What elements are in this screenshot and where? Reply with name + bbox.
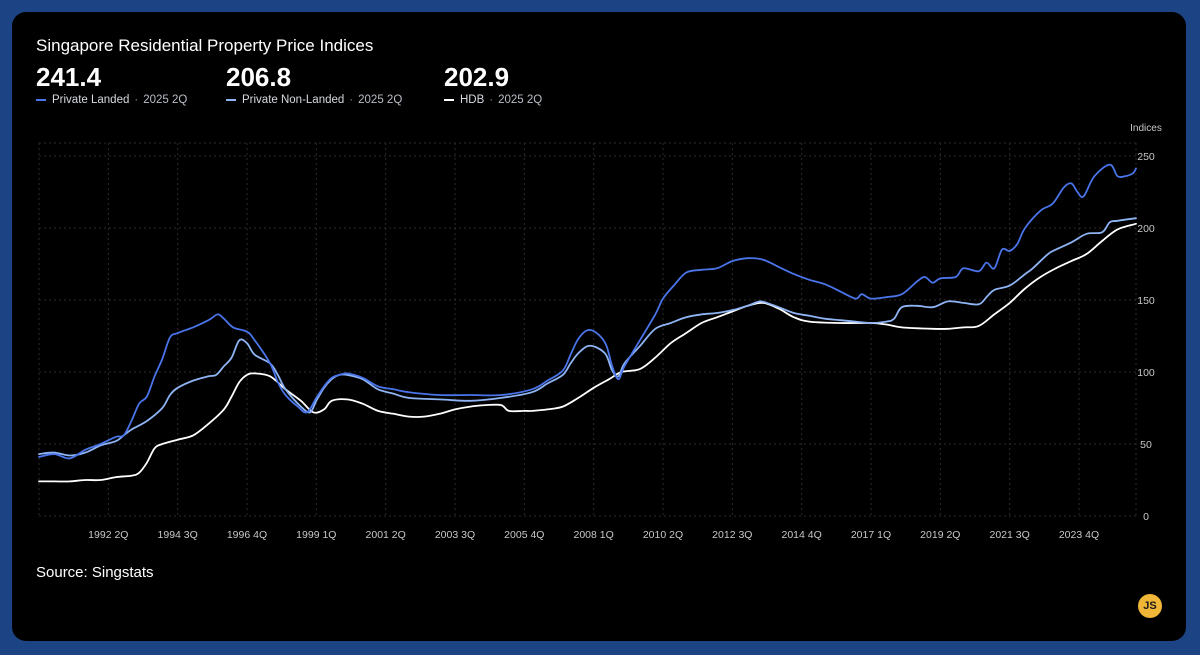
source-note: Source: Singstats [36, 564, 154, 581]
stat-legend: Private Landed · 2025 2Q [36, 94, 187, 106]
x-tick-label: 2008 1Q [574, 529, 614, 541]
stat-private-landed: 241.4 Private Landed · 2025 2Q [36, 62, 187, 106]
separator-dot: · [134, 94, 139, 106]
x-tick-label: 1992 2Q [88, 529, 128, 541]
page-title: Singapore Residential Property Price Ind… [36, 36, 374, 55]
line-chart: Indices 0 50 100 150 200 250 1992 2Q 1994 3Q 1996… [38, 123, 1162, 541]
y-tick-label: 0 [1143, 511, 1149, 523]
legend-label: Private Non-Landed [242, 94, 345, 106]
y-tick-label: 250 [1137, 151, 1155, 163]
legend-label: Private Landed [52, 94, 130, 106]
separator-dot: · [489, 94, 494, 106]
y-tick-label: 150 [1137, 295, 1155, 307]
stat-value: 202.9 [444, 62, 510, 92]
x-tick-label: 1994 3Q [158, 529, 198, 541]
legend-label: HDB [460, 94, 485, 106]
x-tick-label: 2019 2Q [920, 529, 960, 541]
stat-legend: Private Non-Landed · 2025 2Q [226, 94, 402, 106]
x-tick-label: 2021 3Q [990, 529, 1030, 541]
x-tick-label: 2012 3Q [712, 529, 752, 541]
legend-swatch [226, 99, 236, 101]
x-tick-label: 2001 2Q [366, 529, 406, 541]
x-tick-label: 2005 4Q [504, 529, 544, 541]
y-axis-label: Indices [1130, 123, 1162, 134]
js-logo-badge: JS [1138, 594, 1162, 618]
x-tick-label: 2010 2Q [643, 529, 683, 541]
legend-swatch [36, 99, 46, 101]
x-tick-label: 1999 1Q [296, 529, 336, 541]
stat-hdb: 202.9 HDB · 2025 2Q [444, 62, 542, 106]
x-tick-label: 2014 4Q [782, 529, 822, 541]
y-tick-label: 200 [1137, 223, 1155, 235]
series-line-private-landed [38, 163, 1137, 460]
separator-dot: · [349, 94, 354, 106]
legend-period: 2025 2Q [358, 94, 403, 106]
x-tick-label: 2023 4Q [1059, 529, 1099, 541]
legend-period: 2025 2Q [143, 94, 188, 106]
y-tick-label: 50 [1140, 439, 1152, 451]
y-tick-label: 100 [1137, 367, 1155, 379]
stat-legend: HDB · 2025 2Q [444, 94, 542, 106]
stat-value: 206.8 [226, 62, 292, 92]
stat-private-non-landed: 206.8 Private Non-Landed · 2025 2Q [226, 62, 402, 106]
x-tick-label: 2017 1Q [851, 529, 891, 541]
series-line-hdb [38, 222, 1137, 483]
series-line-private-non-landed [38, 217, 1137, 457]
legend-swatch [444, 99, 454, 101]
x-tick-label: 1996 4Q [227, 529, 267, 541]
x-tick-label: 2003 3Q [435, 529, 475, 541]
stat-value: 241.4 [36, 62, 102, 92]
chart-card: Singapore Residential Property Price Ind… [12, 12, 1186, 641]
legend-period: 2025 2Q [498, 94, 543, 106]
